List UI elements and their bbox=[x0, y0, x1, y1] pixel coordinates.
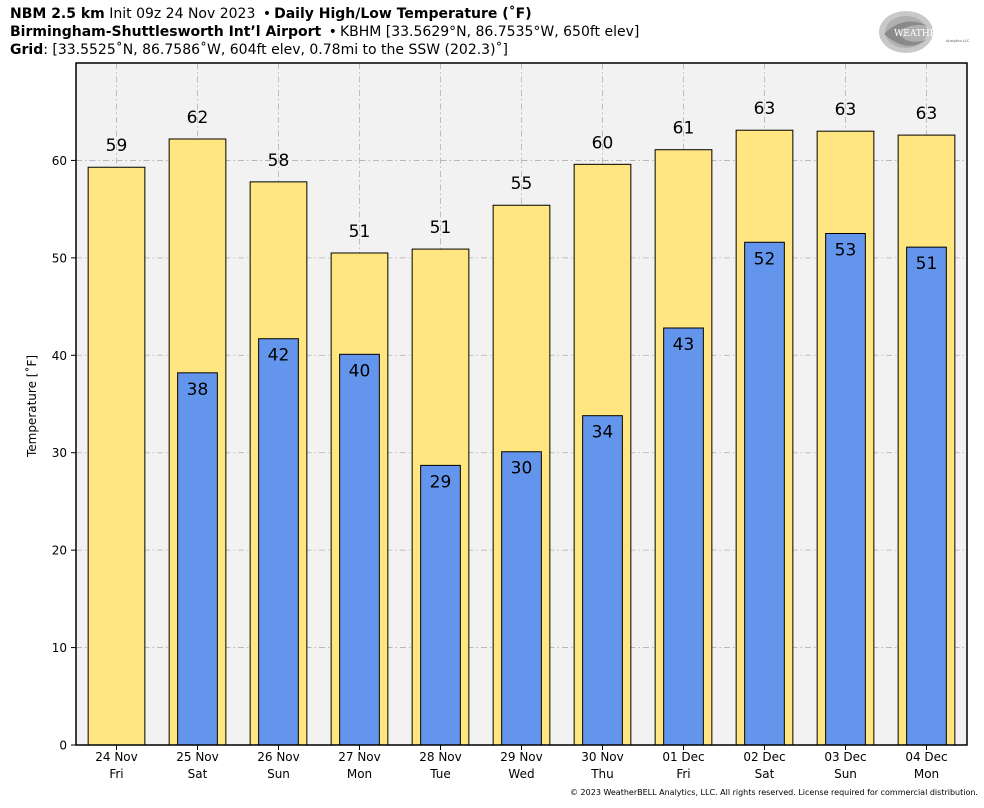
weatherbell-logo: WEATHERBELL Analytics LLC bbox=[879, 11, 970, 53]
low-temp-label: 30 bbox=[511, 459, 533, 479]
logo-subtext: Analytics LLC bbox=[946, 39, 970, 43]
x-tick-label-date: 26 Nov bbox=[257, 750, 300, 764]
low-temp-bar bbox=[906, 246, 947, 746]
low-temp-label: 40 bbox=[349, 361, 371, 381]
x-tick-label-day: Thu bbox=[590, 767, 614, 781]
logo-text: WEATHERBELL bbox=[894, 29, 968, 39]
high-temp-label: 63 bbox=[916, 104, 938, 124]
low-temp-bar bbox=[420, 464, 461, 746]
y-tick-label: 50 bbox=[52, 251, 67, 265]
y-tick-label: 0 bbox=[59, 739, 67, 753]
axes: 0 10 20 30 40 50 60 24 Nov Fri 25 Nov Sat 26 Nov Sun… bbox=[52, 154, 948, 781]
low-temp-label: 51 bbox=[916, 254, 938, 274]
high-temp-label: 58 bbox=[268, 151, 290, 171]
x-tick-label-day: Sat bbox=[188, 767, 208, 781]
x-tick-label-day: Mon bbox=[914, 767, 939, 781]
high-temp-label: 59 bbox=[106, 136, 128, 156]
header-separator: • bbox=[262, 6, 272, 22]
low-temp-label: 34 bbox=[592, 423, 614, 443]
x-tick-label-date: 30 Nov bbox=[581, 750, 624, 764]
x-tick-label-day: Sat bbox=[755, 767, 775, 781]
low-temp-label: 53 bbox=[835, 241, 857, 261]
low-temp-label: 38 bbox=[187, 380, 209, 400]
x-tick-label-date: 27 Nov bbox=[338, 750, 381, 764]
x-tick-label-day: Mon bbox=[347, 767, 372, 781]
data-labels: 59 62 58 51 51 55 60 61 63 63 63 38 42 40 29 30 34 43 52 53… bbox=[106, 99, 938, 492]
high-temp-label: 63 bbox=[754, 99, 776, 119]
high-temp-label: 51 bbox=[349, 222, 371, 242]
header-line-2: Birmingham-Shuttlesworth Int’l Airport •… bbox=[10, 23, 870, 41]
y-tick-label: 20 bbox=[52, 544, 67, 558]
y-axis-label: Temperature [˚F] bbox=[24, 355, 39, 458]
x-tick-label-day: Fri bbox=[676, 767, 690, 781]
low-temp-bar bbox=[663, 327, 704, 746]
y-tick-label: 30 bbox=[52, 446, 67, 460]
header-separator: • bbox=[328, 24, 337, 40]
x-tick-label-date: 01 Dec bbox=[662, 750, 704, 764]
x-tick-label-day: Sun bbox=[267, 767, 290, 781]
x-tick-label-date: 24 Nov bbox=[95, 750, 138, 764]
product-title: Daily High/Low Temperature (˚F) bbox=[274, 6, 532, 22]
x-tick-label-date: 03 Dec bbox=[824, 750, 866, 764]
grid-label: Grid bbox=[10, 42, 44, 58]
low-temp-label: 42 bbox=[268, 346, 290, 366]
chart-header: NBM 2.5 km Init 09z 24 Nov 2023 • Daily H… bbox=[10, 5, 870, 59]
high-temp-label: 60 bbox=[592, 133, 614, 153]
x-tick-label-day: Sun bbox=[834, 767, 857, 781]
grid-detail: : [33.5525˚N, 86.7586˚W, 604ft elev, 0.7… bbox=[43, 42, 509, 58]
high-temp-label: 61 bbox=[673, 119, 695, 139]
low-temp-label: 29 bbox=[430, 472, 452, 492]
low-temp-bar bbox=[501, 451, 542, 746]
low-temp-bar bbox=[177, 372, 218, 746]
x-tick-label-day: Wed bbox=[508, 767, 534, 781]
model-name: NBM 2.5 km bbox=[10, 6, 105, 22]
low-temp-bar bbox=[825, 233, 866, 746]
low-temp-bar bbox=[582, 415, 623, 746]
low-temp-bar bbox=[744, 241, 785, 746]
x-tick-label-date: 02 Dec bbox=[743, 750, 785, 764]
x-tick-label-date: 28 Nov bbox=[419, 750, 462, 764]
x-tick-label-day: Fri bbox=[109, 767, 123, 781]
station-name: Birmingham-Shuttlesworth Int’l Airport bbox=[10, 24, 322, 40]
low-temp-bar bbox=[258, 338, 299, 746]
low-temp-bar bbox=[339, 353, 380, 746]
x-tick-label-date: 04 Dec bbox=[905, 750, 947, 764]
high-temp-label: 62 bbox=[187, 108, 209, 128]
y-tick-label: 40 bbox=[52, 349, 67, 363]
x-tick-label-day: Tue bbox=[429, 767, 451, 781]
high-temp-label: 55 bbox=[511, 174, 533, 194]
station-detail: KBHM [33.5629°N, 86.7535°W, 650ft elev] bbox=[339, 24, 640, 40]
y-tick-label: 10 bbox=[52, 641, 67, 655]
bars bbox=[87, 129, 956, 746]
high-temp-label: 63 bbox=[835, 100, 857, 120]
high-temp-bar bbox=[87, 166, 146, 746]
high-temp-label: 51 bbox=[430, 218, 452, 238]
y-tick-label: 60 bbox=[52, 154, 67, 168]
logo-swirl-inner bbox=[884, 21, 928, 46]
x-tick-label-date: 29 Nov bbox=[500, 750, 543, 764]
low-temp-label: 43 bbox=[673, 335, 695, 355]
copyright-notice: © 2023 WeatherBELL Analytics, LLC. All r… bbox=[570, 788, 978, 797]
x-tick-label-date: 25 Nov bbox=[176, 750, 219, 764]
header-line-1: NBM 2.5 km Init 09z 24 Nov 2023 • Daily H… bbox=[10, 5, 870, 23]
header-line-3: Grid: [33.5525˚N, 86.7586˚W, 604ft elev,… bbox=[10, 41, 870, 59]
init-time: Init 09z 24 Nov 2023 bbox=[109, 6, 256, 22]
low-temp-label: 52 bbox=[754, 249, 776, 269]
